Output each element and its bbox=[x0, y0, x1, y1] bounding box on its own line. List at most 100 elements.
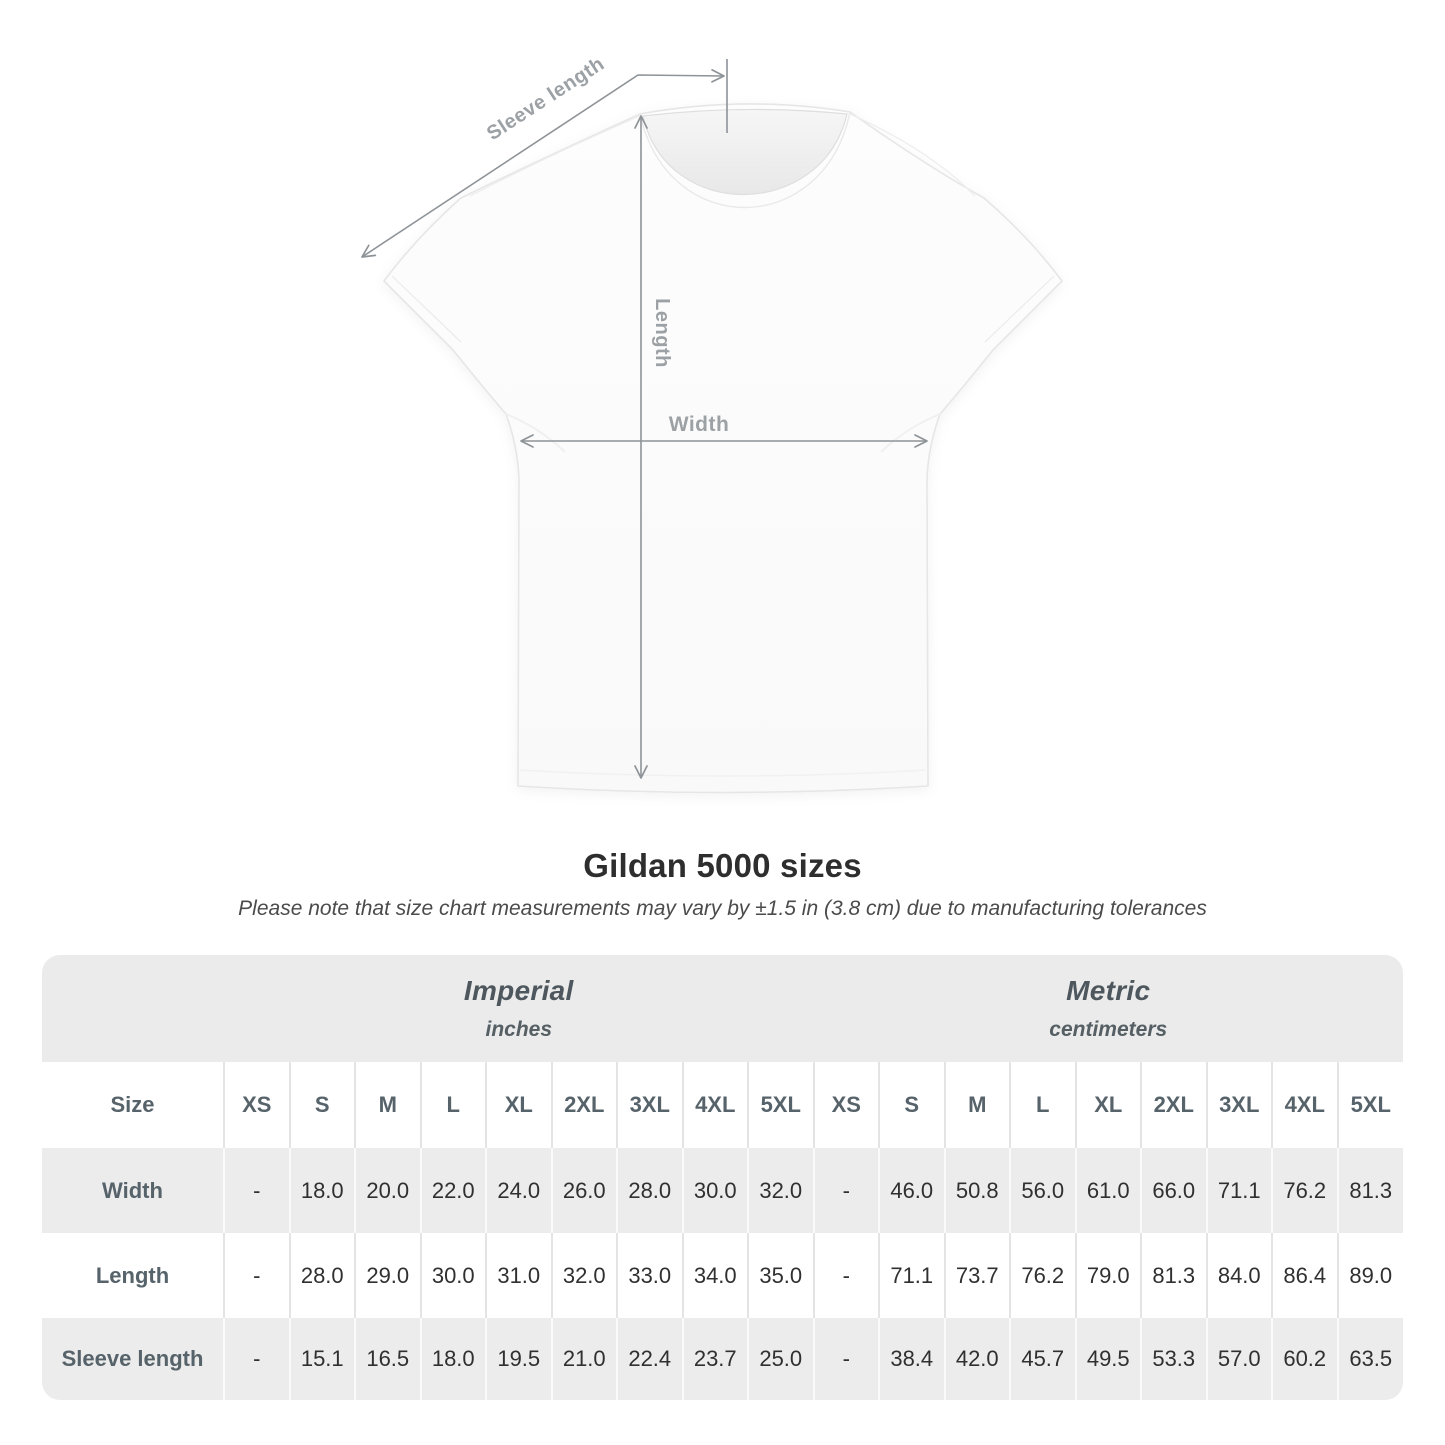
value-cell: 79.0 bbox=[1074, 1233, 1141, 1318]
row-header-width: Width bbox=[102, 1177, 163, 1203]
column-header: S bbox=[288, 1062, 355, 1148]
value-cell: 20.0 bbox=[354, 1148, 421, 1233]
tshirt-bottom-hem bbox=[519, 769, 927, 777]
column-header: 3XL bbox=[1205, 1062, 1272, 1148]
value-cell: 84.0 bbox=[1205, 1233, 1272, 1318]
table-row-width: Width - 18.0 20.0 22.0 24.0 26.0 28.0 30… bbox=[42, 1148, 1403, 1233]
value-cell: 15.1 bbox=[288, 1318, 355, 1400]
table-row-sleeve-length: Sleeve length - 15.1 16.5 18.0 19.5 21.0… bbox=[42, 1318, 1403, 1400]
value-cell: 19.5 bbox=[485, 1318, 552, 1400]
tshirt-right-cuff-hem bbox=[984, 275, 1055, 343]
column-header: XS bbox=[812, 1062, 879, 1148]
value-cell: 18.0 bbox=[419, 1318, 486, 1400]
tshirt-right-shoulder-seam bbox=[849, 113, 976, 197]
value-cell: 30.0 bbox=[681, 1148, 748, 1233]
value-cell: - bbox=[223, 1148, 290, 1233]
value-cell: 81.3 bbox=[1140, 1233, 1207, 1318]
value-cell: 24.0 bbox=[485, 1148, 552, 1233]
column-header: 4XL bbox=[681, 1062, 748, 1148]
value-cell: 18.0 bbox=[288, 1148, 355, 1233]
value-cell: 53.3 bbox=[1140, 1318, 1207, 1400]
tshirt-left-cuff-hem bbox=[391, 275, 462, 343]
value-cell: 33.0 bbox=[616, 1233, 683, 1318]
value-cell: 76.2 bbox=[1271, 1148, 1338, 1233]
value-cell: 28.0 bbox=[616, 1148, 683, 1233]
column-header-size: Size bbox=[110, 1092, 155, 1117]
value-cell: 60.2 bbox=[1271, 1318, 1338, 1400]
value-cell: - bbox=[812, 1148, 879, 1233]
size-table: Imperial inches Metric centimeters Size … bbox=[42, 955, 1403, 1400]
value-cell: 49.5 bbox=[1074, 1318, 1141, 1400]
table-group-header-metric: Metric centimeters bbox=[813, 955, 1403, 1062]
value-cell: - bbox=[812, 1318, 879, 1400]
tshirt-measurement-diagram: Sleeve length Length Width bbox=[361, 53, 1063, 794]
value-cell: 81.3 bbox=[1336, 1148, 1403, 1233]
value-cell: 32.0 bbox=[747, 1148, 814, 1233]
value-cell: 16.5 bbox=[354, 1318, 421, 1400]
value-cell: 50.8 bbox=[943, 1148, 1010, 1233]
value-cell: 66.0 bbox=[1140, 1148, 1207, 1233]
measurement-arrows bbox=[361, 59, 928, 779]
group-unit-metric: centimeters bbox=[1049, 1018, 1168, 1041]
sleeve-length-label: Sleeve length bbox=[483, 53, 609, 145]
column-header: 5XL bbox=[1336, 1062, 1403, 1148]
group-title-metric: Metric bbox=[1066, 975, 1151, 1006]
value-cell: 57.0 bbox=[1205, 1318, 1272, 1400]
value-cell: 28.0 bbox=[288, 1233, 355, 1318]
row-header-sleeve-length: Sleeve length bbox=[61, 1346, 204, 1371]
size-table-grid: Imperial inches Metric centimeters Size … bbox=[42, 955, 1403, 1400]
value-cell: 56.0 bbox=[1009, 1148, 1076, 1233]
table-header-row: Size XS S M L XL 2XL 3XL 4XL 5XL XS S M … bbox=[42, 1062, 1403, 1148]
value-cell: 25.0 bbox=[747, 1318, 814, 1400]
value-cell: 29.0 bbox=[354, 1233, 421, 1318]
table-row-length: Length - 28.0 29.0 30.0 31.0 32.0 33.0 3… bbox=[42, 1233, 1403, 1318]
value-cell: 45.7 bbox=[1009, 1318, 1076, 1400]
column-header: 3XL bbox=[616, 1062, 683, 1148]
value-cell: 76.2 bbox=[1009, 1233, 1076, 1318]
width-label: Width bbox=[669, 413, 730, 436]
value-cell: 46.0 bbox=[878, 1148, 945, 1233]
column-header: XS bbox=[223, 1062, 290, 1148]
value-cell: 86.4 bbox=[1271, 1233, 1338, 1318]
value-cell: 71.1 bbox=[878, 1233, 945, 1318]
table-group-row: Imperial inches Metric centimeters bbox=[42, 955, 1403, 1062]
sleeve-length-arrow bbox=[361, 69, 725, 258]
tolerance-note: Please note that size chart measurements… bbox=[238, 897, 1207, 920]
value-cell: 34.0 bbox=[681, 1233, 748, 1318]
value-cell: 73.7 bbox=[943, 1233, 1010, 1318]
table-corner-cell bbox=[42, 955, 224, 1062]
value-cell: - bbox=[223, 1233, 290, 1318]
value-cell: 22.0 bbox=[419, 1148, 486, 1233]
value-cell: 22.4 bbox=[616, 1318, 683, 1400]
value-cell: 30.0 bbox=[419, 1233, 486, 1318]
value-cell: 35.0 bbox=[747, 1233, 814, 1318]
length-label: Length bbox=[651, 298, 673, 368]
column-header: M bbox=[943, 1062, 1010, 1148]
value-cell: 26.0 bbox=[550, 1148, 617, 1233]
value-cell: 61.0 bbox=[1074, 1148, 1141, 1233]
column-header: L bbox=[419, 1062, 486, 1148]
value-cell: 71.1 bbox=[1205, 1148, 1272, 1233]
value-cell: 63.5 bbox=[1336, 1318, 1403, 1400]
row-header-length: Length bbox=[95, 1262, 170, 1288]
column-header: L bbox=[1009, 1062, 1076, 1148]
value-cell: 31.0 bbox=[485, 1233, 552, 1318]
value-cell: 89.0 bbox=[1336, 1233, 1403, 1318]
column-header: XL bbox=[485, 1062, 552, 1148]
column-header: XL bbox=[1074, 1062, 1141, 1148]
tshirt-graphic bbox=[383, 103, 1063, 794]
column-header: 2XL bbox=[550, 1062, 617, 1148]
value-cell: 38.4 bbox=[878, 1318, 945, 1400]
value-cell: 42.0 bbox=[943, 1318, 1010, 1400]
column-header: S bbox=[878, 1062, 945, 1148]
value-cell: 32.0 bbox=[550, 1233, 617, 1318]
value-cell: 23.7 bbox=[681, 1318, 748, 1400]
group-unit-imperial: inches bbox=[485, 1018, 553, 1041]
tshirt-body bbox=[383, 103, 1063, 794]
page-title: Gildan 5000 sizes bbox=[583, 847, 862, 884]
column-header: M bbox=[354, 1062, 421, 1148]
column-header: 2XL bbox=[1140, 1062, 1207, 1148]
table-group-header-imperial: Imperial inches bbox=[224, 955, 814, 1062]
value-cell: - bbox=[223, 1318, 290, 1400]
